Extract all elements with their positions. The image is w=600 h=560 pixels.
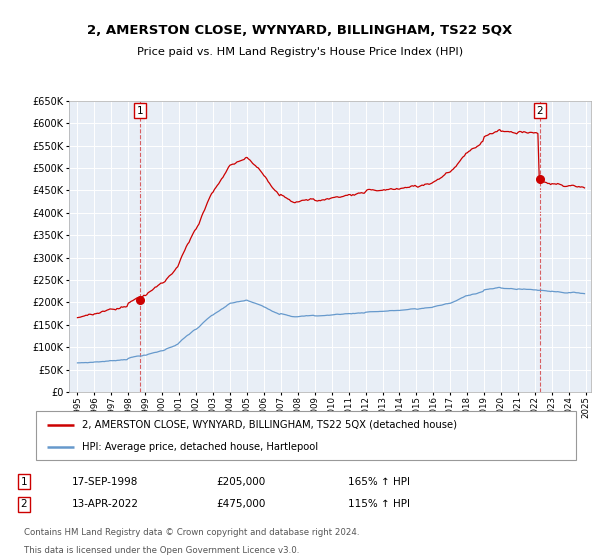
Text: £475,000: £475,000	[216, 499, 265, 509]
Text: 1: 1	[20, 477, 28, 487]
Text: 1: 1	[137, 106, 143, 116]
Text: £205,000: £205,000	[216, 477, 265, 487]
Text: Price paid vs. HM Land Registry's House Price Index (HPI): Price paid vs. HM Land Registry's House …	[137, 46, 463, 57]
Text: Contains HM Land Registry data © Crown copyright and database right 2024.: Contains HM Land Registry data © Crown c…	[24, 528, 359, 537]
Text: 2: 2	[537, 106, 544, 116]
Text: 13-APR-2022: 13-APR-2022	[72, 499, 139, 509]
Text: 115% ↑ HPI: 115% ↑ HPI	[348, 499, 410, 509]
Text: 2: 2	[20, 499, 28, 509]
Text: 165% ↑ HPI: 165% ↑ HPI	[348, 477, 410, 487]
Text: 2, AMERSTON CLOSE, WYNYARD, BILLINGHAM, TS22 5QX: 2, AMERSTON CLOSE, WYNYARD, BILLINGHAM, …	[88, 24, 512, 38]
Text: 17-SEP-1998: 17-SEP-1998	[72, 477, 139, 487]
Text: This data is licensed under the Open Government Licence v3.0.: This data is licensed under the Open Gov…	[24, 545, 299, 555]
FancyBboxPatch shape	[35, 411, 577, 460]
Text: HPI: Average price, detached house, Hartlepool: HPI: Average price, detached house, Hart…	[82, 442, 319, 452]
Text: 2, AMERSTON CLOSE, WYNYARD, BILLINGHAM, TS22 5QX (detached house): 2, AMERSTON CLOSE, WYNYARD, BILLINGHAM, …	[82, 420, 457, 430]
